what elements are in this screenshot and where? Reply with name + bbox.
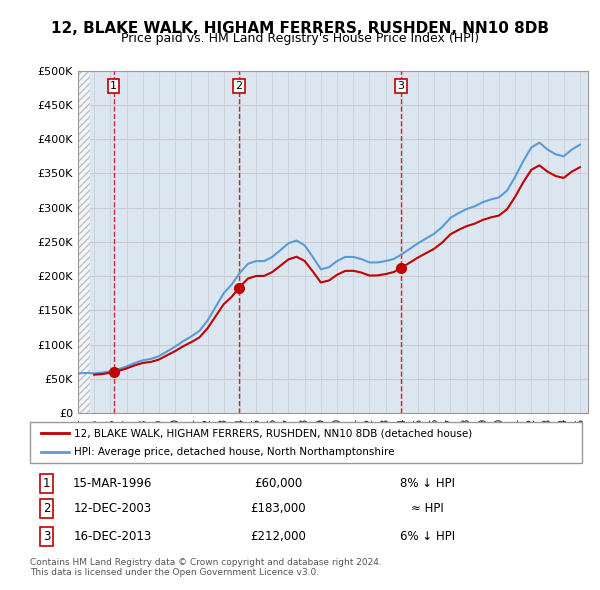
Text: 8% ↓ HPI: 8% ↓ HPI <box>400 477 455 490</box>
Text: 16-DEC-2013: 16-DEC-2013 <box>74 530 152 543</box>
Text: £212,000: £212,000 <box>250 530 307 543</box>
Text: 2: 2 <box>43 502 50 516</box>
Bar <box>78 71 90 413</box>
Text: 3: 3 <box>398 81 404 91</box>
Text: 2: 2 <box>236 81 242 91</box>
FancyBboxPatch shape <box>30 422 582 463</box>
Text: 12, BLAKE WALK, HIGHAM FERRERS, RUSHDEN, NN10 8DB (detached house): 12, BLAKE WALK, HIGHAM FERRERS, RUSHDEN,… <box>74 428 472 438</box>
Text: Price paid vs. HM Land Registry's House Price Index (HPI): Price paid vs. HM Land Registry's House … <box>121 32 479 45</box>
Text: £60,000: £60,000 <box>254 477 302 490</box>
Text: 1: 1 <box>110 81 117 91</box>
Text: ≈ HPI: ≈ HPI <box>411 502 444 516</box>
Text: £183,000: £183,000 <box>251 502 306 516</box>
Text: 6% ↓ HPI: 6% ↓ HPI <box>400 530 455 543</box>
Text: 12-DEC-2003: 12-DEC-2003 <box>74 502 152 516</box>
Text: 15-MAR-1996: 15-MAR-1996 <box>73 477 152 490</box>
Text: 3: 3 <box>43 530 50 543</box>
Text: 12, BLAKE WALK, HIGHAM FERRERS, RUSHDEN, NN10 8DB: 12, BLAKE WALK, HIGHAM FERRERS, RUSHDEN,… <box>51 21 549 35</box>
Text: HPI: Average price, detached house, North Northamptonshire: HPI: Average price, detached house, Nort… <box>74 447 395 457</box>
Text: Contains HM Land Registry data © Crown copyright and database right 2024.: Contains HM Land Registry data © Crown c… <box>30 558 382 566</box>
Text: This data is licensed under the Open Government Licence v3.0.: This data is licensed under the Open Gov… <box>30 568 319 577</box>
Text: 1: 1 <box>43 477 50 490</box>
